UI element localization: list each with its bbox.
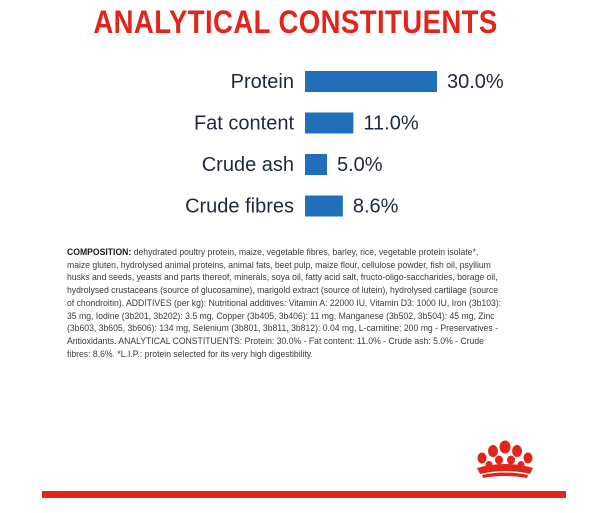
- bottom-accent-bar: [42, 491, 566, 498]
- value-label: 11.0%: [363, 113, 418, 135]
- composition-body: dehydrated poultry protein, maize, veget…: [67, 247, 502, 359]
- bar: [305, 195, 343, 217]
- bar: [305, 154, 327, 175]
- royal-canin-crown-icon: [477, 440, 533, 478]
- value-label: 30.0%: [447, 71, 504, 93]
- bar: [305, 71, 437, 92]
- composition-label: COMPOSITION:: [67, 247, 132, 257]
- category-label: Crude ash: [202, 154, 294, 176]
- value-label: 5.0%: [337, 154, 383, 176]
- category-label: Fat content: [194, 113, 295, 135]
- category-label: Protein: [231, 71, 294, 93]
- category-label: Crude fibres: [185, 196, 294, 218]
- composition-text: COMPOSITION: dehydrated poultry protein,…: [67, 246, 501, 360]
- analytical-constituents-chart: Protein 30.0% Fat content 11.0% Crude ash 5.0…: [185, 71, 504, 218]
- bar: [305, 112, 354, 134]
- value-label: 8.6%: [353, 196, 399, 218]
- page-title: ANALYTICAL CONSTITUENTS: [93, 4, 498, 40]
